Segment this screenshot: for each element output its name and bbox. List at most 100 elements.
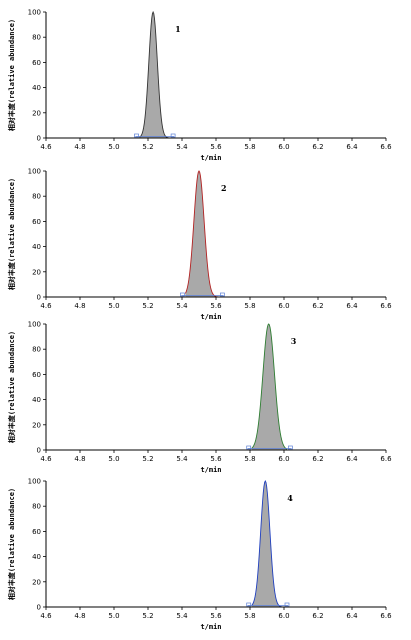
x-tick-label: 5.8 bbox=[244, 455, 255, 463]
x-tick-label: 5.6 bbox=[210, 302, 222, 310]
baseline-start-marker-2 bbox=[180, 292, 185, 297]
x-tick-label: 5.0 bbox=[108, 143, 119, 151]
baseline-end-marker-4 bbox=[284, 602, 290, 607]
y-tick-label: 20 bbox=[32, 268, 41, 276]
y-tick-label: 80 bbox=[32, 34, 41, 42]
x-tick-label: 4.8 bbox=[74, 143, 85, 151]
x-tick-label: 6.6 bbox=[380, 455, 392, 463]
baseline-end-marker-1 bbox=[170, 133, 176, 138]
peak-area-2 bbox=[185, 171, 220, 297]
y-tick-label: 0 bbox=[37, 447, 41, 455]
peak-area-3 bbox=[251, 324, 288, 450]
y-tick-label: 20 bbox=[32, 421, 41, 429]
x-tick-label: 5.0 bbox=[108, 612, 119, 620]
y-axis-title: 相对丰度(relative abundance) bbox=[7, 488, 16, 600]
x-tick-label: 6.4 bbox=[346, 612, 358, 620]
y-tick-label: 60 bbox=[32, 528, 41, 536]
y-tick-label: 80 bbox=[32, 193, 41, 201]
peak-line-2 bbox=[184, 170, 220, 298]
y-axis-title: 相对丰度(relative abundance) bbox=[7, 19, 16, 131]
peak-number-label: 1 bbox=[175, 24, 181, 34]
x-tick-label: 6.6 bbox=[380, 302, 392, 310]
x-tick-label: 4.8 bbox=[74, 612, 85, 620]
x-axis-title: t/min bbox=[200, 313, 221, 321]
baseline-start-marker-3 bbox=[246, 445, 252, 450]
x-tick-label: 4.6 bbox=[40, 612, 52, 620]
x-tick-label: 5.8 bbox=[244, 612, 255, 620]
x-tick-label: 6.2 bbox=[312, 455, 323, 463]
x-tick-label: 5.6 bbox=[210, 612, 222, 620]
baseline-start-marker-4 bbox=[246, 602, 252, 607]
x-tick-label: 5.4 bbox=[176, 302, 188, 310]
y-tick-label: 20 bbox=[32, 578, 41, 586]
x-axis-title: t/min bbox=[200, 466, 221, 474]
y-tick-label: 60 bbox=[32, 371, 41, 379]
y-tick-label: 0 bbox=[37, 135, 41, 143]
peak-number-label: 4 bbox=[287, 493, 293, 503]
baseline-end-marker-3 bbox=[288, 445, 293, 450]
y-tick-label: 100 bbox=[28, 321, 41, 329]
x-tick-label: 4.8 bbox=[74, 455, 85, 463]
x-tick-label: 5.6 bbox=[210, 455, 222, 463]
x-tick-label: 6.2 bbox=[312, 612, 323, 620]
y-tick-label: 60 bbox=[32, 218, 41, 226]
peak-line-4 bbox=[251, 479, 284, 608]
x-tick-label: 5.0 bbox=[108, 302, 119, 310]
peak-number-label: 3 bbox=[291, 336, 297, 346]
x-tick-label: 4.6 bbox=[40, 455, 52, 463]
x-tick-label: 4.6 bbox=[40, 302, 52, 310]
x-tick-label: 6.0 bbox=[278, 455, 289, 463]
x-axis-title: t/min bbox=[200, 623, 221, 631]
x-axis-title: t/min bbox=[200, 154, 221, 162]
x-tick-label: 6.2 bbox=[312, 143, 323, 151]
peak-number-label: 2 bbox=[221, 183, 227, 193]
x-tick-label: 6.2 bbox=[312, 302, 323, 310]
x-tick-label: 5.4 bbox=[176, 455, 188, 463]
y-tick-label: 40 bbox=[32, 553, 41, 561]
y-axis-title: 相对丰度(relative abundance) bbox=[7, 178, 16, 290]
y-tick-label: 100 bbox=[28, 168, 41, 176]
x-tick-label: 5.4 bbox=[176, 143, 188, 151]
x-tick-label: 5.6 bbox=[210, 143, 222, 151]
x-tick-label: 6.0 bbox=[278, 143, 289, 151]
x-tick-label: 5.2 bbox=[142, 143, 153, 151]
baseline-end-marker-2 bbox=[220, 292, 225, 297]
y-axis-title: 相对丰度(relative abundance) bbox=[7, 331, 16, 443]
y-tick-label: 80 bbox=[32, 346, 41, 354]
y-tick-label: 100 bbox=[28, 478, 41, 486]
x-tick-label: 6.6 bbox=[380, 143, 392, 151]
x-tick-label: 4.8 bbox=[74, 302, 85, 310]
x-tick-label: 5.2 bbox=[142, 302, 153, 310]
peak-line-3 bbox=[251, 323, 288, 450]
y-tick-label: 60 bbox=[32, 59, 41, 67]
peak-area-4 bbox=[251, 481, 284, 607]
y-tick-label: 0 bbox=[37, 294, 41, 302]
y-tick-label: 20 bbox=[32, 109, 41, 117]
x-tick-label: 6.6 bbox=[380, 612, 392, 620]
chromatogram-panel-2: 0 20 40 60 80 100 4.6 4.8 5.0 5.2 5.4 5.6 5.8 6.0 6.2 6… bbox=[7, 168, 392, 322]
x-tick-label: 5.8 bbox=[244, 143, 255, 151]
x-tick-label: 6.4 bbox=[346, 302, 358, 310]
x-tick-label: 4.6 bbox=[40, 143, 52, 151]
y-tick-label: 40 bbox=[32, 243, 41, 251]
y-tick-label: 80 bbox=[32, 503, 41, 511]
x-tick-label: 5.2 bbox=[142, 455, 153, 463]
chromatogram-panel-1: 0 20 40 60 80 100 4.6 4.8 5.0 5.2 5.4 5.6 5.8 6.0 6.2 6… bbox=[7, 9, 392, 163]
chromatogram-panel-3: 0 20 40 60 80 100 4.6 4.8 5.0 5.2 5.4 5.6 5.8 6.0 6.2 6… bbox=[7, 321, 392, 475]
x-tick-label: 5.2 bbox=[142, 612, 153, 620]
x-tick-label: 5.4 bbox=[176, 612, 188, 620]
x-tick-label: 6.0 bbox=[278, 302, 289, 310]
x-tick-label: 5.8 bbox=[244, 302, 255, 310]
peak-area-1 bbox=[139, 12, 171, 138]
chromatogram-panel-4: 0 20 40 60 80 100 4.6 4.8 5.0 5.2 5.4 5.6 5.8 6.0 6.2 6… bbox=[7, 478, 392, 632]
x-tick-label: 6.0 bbox=[278, 612, 289, 620]
x-tick-label: 6.4 bbox=[346, 455, 358, 463]
baseline-start-marker-1 bbox=[134, 133, 139, 138]
x-tick-label: 6.4 bbox=[346, 143, 358, 151]
y-tick-label: 40 bbox=[32, 84, 41, 92]
y-tick-label: 0 bbox=[37, 604, 41, 612]
x-tick-label: 5.0 bbox=[108, 455, 119, 463]
y-tick-label: 100 bbox=[28, 9, 41, 17]
peak-line-1 bbox=[139, 10, 171, 139]
